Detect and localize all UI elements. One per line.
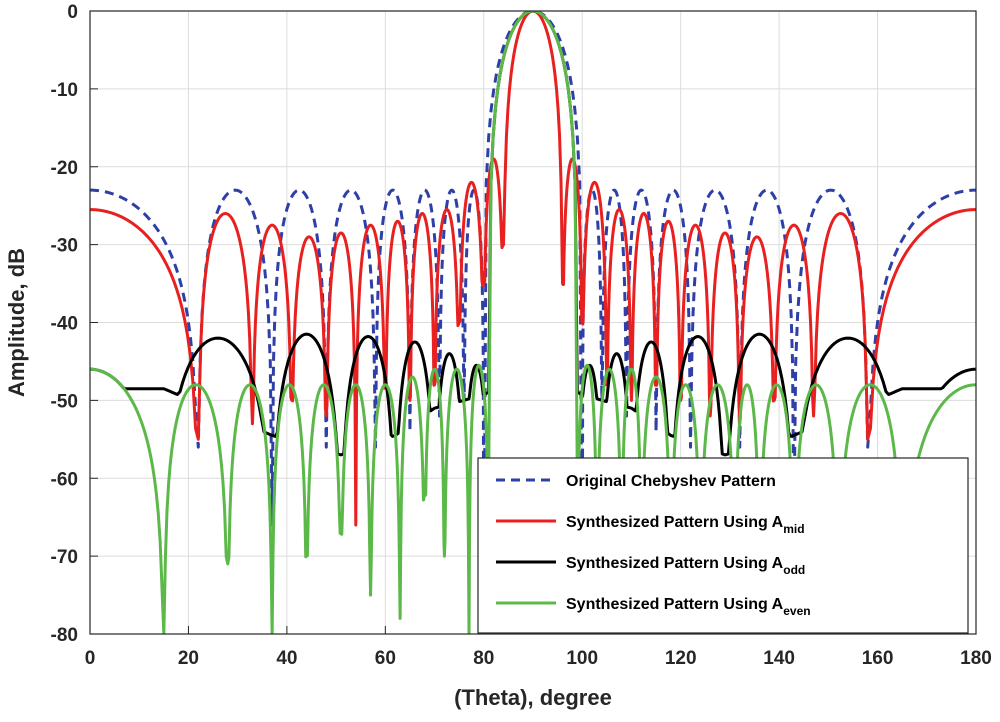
legend-entries: Original Chebyshev Pattern Synthesized Pa… (496, 473, 811, 618)
y-tick-label: -70 (51, 547, 78, 568)
tick-layer: 0 20 40 60 80 100 120 140 160 180 0 -10 -20 -30 -40 -50… (51, 2, 992, 669)
series-layer (90, 11, 976, 634)
x-axis-title: (Theta), degree (454, 685, 612, 710)
y-tick-label: -80 (51, 625, 78, 646)
y-tick-label: 0 (67, 2, 78, 23)
y-tick-label: -50 (51, 391, 78, 412)
x-tick-label: 160 (862, 648, 894, 669)
legend-subscript-4: even (783, 604, 810, 618)
legend-label-4: Synthesized Pattern Using Aeven (566, 596, 811, 618)
legend-box (477, 457, 969, 634)
x-tick-label: 60 (375, 648, 396, 669)
y-tick-label: -30 (51, 236, 78, 257)
x-tick-label: 20 (178, 648, 199, 669)
y-tick-label: -60 (51, 469, 78, 490)
legend-subscript-3: odd (783, 563, 805, 577)
legend: Original Chebyshev Pattern Synthesized Pa… (477, 457, 969, 634)
legend-subscript-2: mid (783, 522, 804, 536)
series-line-1 (90, 11, 976, 634)
x-tick-label: 40 (276, 648, 297, 669)
y-tick-label: -20 (51, 158, 78, 179)
x-tick-label: 140 (763, 648, 795, 669)
legend-label-1: Original Chebyshev Pattern (566, 473, 776, 490)
legend-label-2: Synthesized Pattern Using Amid (566, 514, 805, 536)
legend-label-3: Synthesized Pattern Using Aodd (566, 555, 805, 577)
x-tick-label: 100 (566, 648, 598, 669)
x-tick-label: 0 (85, 648, 96, 669)
x-tick-label: 80 (473, 648, 494, 669)
series-line-3 (90, 11, 976, 457)
y-tick-label: -40 (51, 314, 78, 335)
x-tick-label: 180 (960, 648, 992, 669)
series-line-2 (90, 11, 976, 527)
y-axis-title: Amplitude, dB (4, 248, 29, 397)
series-line-4 (90, 11, 976, 634)
y-tick-label: -10 (51, 80, 78, 101)
x-tick-label: 120 (665, 648, 697, 669)
